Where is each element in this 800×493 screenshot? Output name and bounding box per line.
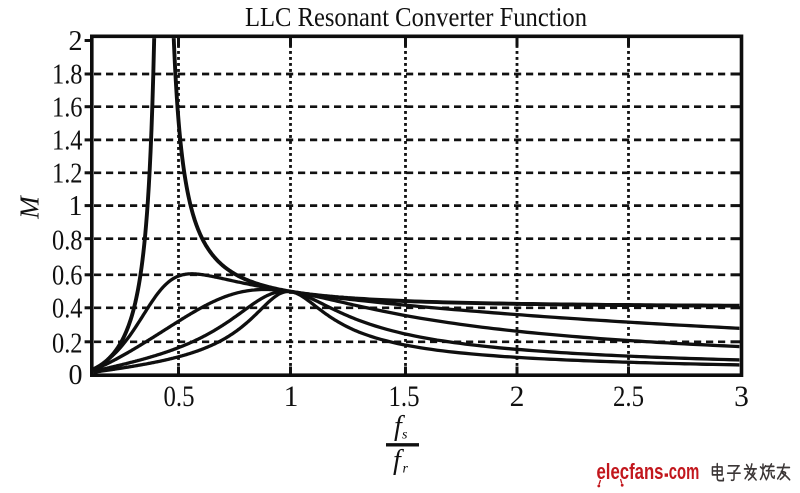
svg-text:s: s xyxy=(402,428,408,443)
svg-text:2.5: 2.5 xyxy=(613,381,644,413)
svg-text:1.4: 1.4 xyxy=(52,126,83,157)
svg-text:com: com xyxy=(669,459,700,484)
svg-text:0.5: 0.5 xyxy=(164,381,195,413)
svg-text:1.8: 1.8 xyxy=(52,60,83,91)
svg-text:2: 2 xyxy=(510,381,525,413)
svg-text:1: 1 xyxy=(284,381,299,413)
svg-text:0.4: 0.4 xyxy=(52,294,83,325)
svg-text:0.6: 0.6 xyxy=(52,260,83,291)
svg-text:0.8: 0.8 xyxy=(52,225,83,256)
svg-text:2: 2 xyxy=(69,26,83,57)
svg-text:0.2: 0.2 xyxy=(52,328,83,359)
svg-text:3: 3 xyxy=(734,381,749,413)
svg-text:0: 0 xyxy=(69,360,83,391)
svg-text:f: f xyxy=(393,445,404,476)
svg-text:1.6: 1.6 xyxy=(52,92,83,123)
svg-text:f: f xyxy=(394,411,405,442)
svg-text:1.5: 1.5 xyxy=(389,381,420,413)
svg-text:1: 1 xyxy=(69,191,83,222)
svg-text:M: M xyxy=(15,195,45,220)
svg-text:r: r xyxy=(403,462,409,477)
svg-text:1.2: 1.2 xyxy=(52,158,83,189)
svg-text:elecfans: elecfans xyxy=(597,459,664,484)
svg-text:LLC Resonant Converter Functio: LLC Resonant Converter Function xyxy=(245,1,587,32)
